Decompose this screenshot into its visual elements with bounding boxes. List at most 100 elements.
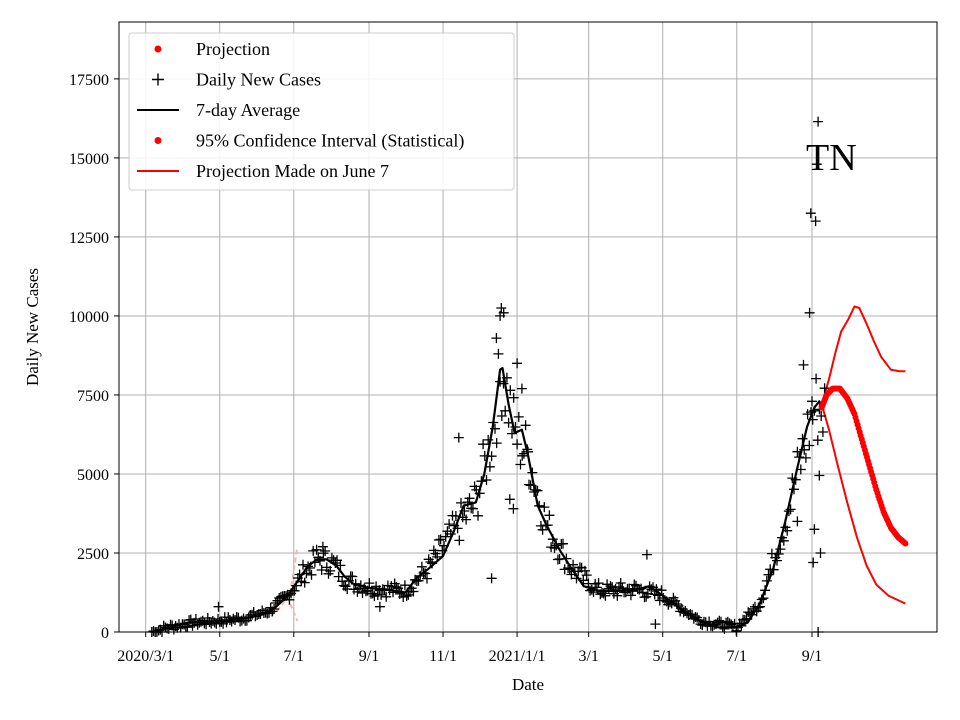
case-marker — [498, 307, 509, 318]
case-marker — [496, 303, 507, 313]
x-tick-label: 5/1 — [652, 648, 672, 665]
case-marker — [478, 439, 489, 450]
case-marker — [612, 590, 623, 601]
case-marker — [813, 116, 824, 127]
case-marker — [388, 587, 398, 598]
axis-ticks: 2020/3/1 5/1 7/1 9/1 11/1 2021/1/1 3/1 5/1 7/1 9/… — [69, 72, 822, 665]
case-marker — [284, 594, 295, 605]
case-marker — [311, 544, 322, 555]
case-marker — [520, 420, 531, 431]
case-marker — [804, 307, 815, 318]
case-marker — [422, 573, 432, 584]
case-marker — [714, 615, 725, 626]
plot-frame — [118, 21, 938, 633]
case-marker — [491, 333, 502, 344]
case-marker — [440, 531, 451, 542]
case-marker — [539, 502, 550, 513]
state-label: TN — [806, 137, 857, 179]
ci-lower-line — [820, 404, 906, 605]
case-marker — [496, 411, 507, 421]
case-marker — [811, 159, 822, 170]
case-marker — [615, 578, 626, 588]
y-tick-label: 15000 — [69, 151, 109, 168]
x-tick-label: 2021/1/1 — [489, 648, 546, 665]
daily-cases-markers — [146, 116, 830, 637]
case-marker — [326, 552, 337, 563]
x-tick-label: 3/1 — [578, 648, 598, 665]
case-marker — [512, 439, 523, 450]
case-marker — [483, 434, 494, 445]
case-marker — [464, 493, 475, 504]
case-marker — [515, 459, 526, 470]
case-marker — [425, 557, 436, 567]
case-marker — [775, 544, 786, 555]
case-marker — [807, 396, 817, 407]
case-marker — [364, 578, 375, 589]
case-marker — [332, 555, 342, 566]
case-marker — [486, 573, 497, 584]
legend-marker-plus — [152, 73, 164, 86]
y-tick-label: 10000 — [69, 309, 109, 326]
y-tick-label: 12500 — [69, 230, 109, 247]
case-marker — [510, 422, 521, 432]
case-marker — [792, 516, 803, 527]
case-marker — [444, 519, 455, 530]
y-axis-title: Daily New Cases — [23, 268, 42, 386]
legend: Projection Daily New Cases 7-day Average 95… — [128, 32, 515, 191]
x-axis-title: Date — [512, 675, 544, 694]
case-marker — [815, 548, 826, 558]
case-marker — [512, 358, 523, 369]
case-marker — [316, 565, 327, 575]
projection-dot — [902, 540, 909, 547]
legend-marker-dot — [154, 137, 162, 144]
seven-day-average-line — [151, 367, 824, 634]
case-marker — [306, 569, 317, 580]
x-tick-label: 9/1 — [802, 648, 822, 665]
x-tick-label: 7/1 — [727, 648, 747, 665]
case-marker — [416, 561, 427, 572]
case-marker — [811, 373, 822, 384]
case-marker — [299, 577, 310, 588]
case-marker — [454, 535, 465, 546]
case-marker — [500, 405, 511, 416]
ci-upper-line — [820, 305, 906, 405]
case-marker — [544, 510, 555, 521]
case-marker — [504, 494, 515, 505]
x-tick-label: 5/1 — [210, 648, 230, 665]
legend-marker-dot — [154, 45, 162, 53]
case-marker — [800, 452, 811, 463]
case-marker — [381, 591, 392, 602]
case-marker — [625, 590, 636, 601]
case-marker — [516, 383, 527, 394]
case-marker — [558, 538, 568, 549]
y-tick-label: 0 — [101, 625, 109, 642]
case-marker — [517, 450, 528, 461]
case-marker — [320, 546, 331, 556]
case-marker — [399, 580, 410, 591]
y-tick-label: 2500 — [77, 546, 109, 563]
case-marker — [491, 438, 502, 449]
case-marker — [600, 590, 611, 601]
case-marker — [816, 411, 827, 421]
x-tick-label: 7/1 — [284, 648, 304, 665]
projection-dots — [818, 385, 909, 547]
case-marker — [408, 586, 419, 597]
case-marker — [524, 479, 534, 490]
case-marker — [467, 503, 478, 514]
case-marker — [513, 411, 524, 422]
x-tick-label: 9/1 — [359, 648, 379, 665]
legend-label: Daily New Cases — [196, 70, 321, 90]
case-marker — [812, 435, 823, 446]
case-marker — [298, 559, 308, 570]
case-marker — [593, 578, 604, 589]
x-tick-label: 11/1 — [429, 648, 457, 665]
june-projection-lower — [289, 603, 299, 622]
y-tick-label: 5000 — [77, 467, 109, 484]
case-marker — [456, 497, 466, 508]
case-marker — [581, 570, 592, 581]
legend-label: 95% Confidence Interval (Statistical) — [196, 131, 464, 152]
case-marker — [493, 348, 504, 359]
case-marker — [435, 534, 446, 545]
legend-label: 7-day Average — [196, 100, 300, 120]
